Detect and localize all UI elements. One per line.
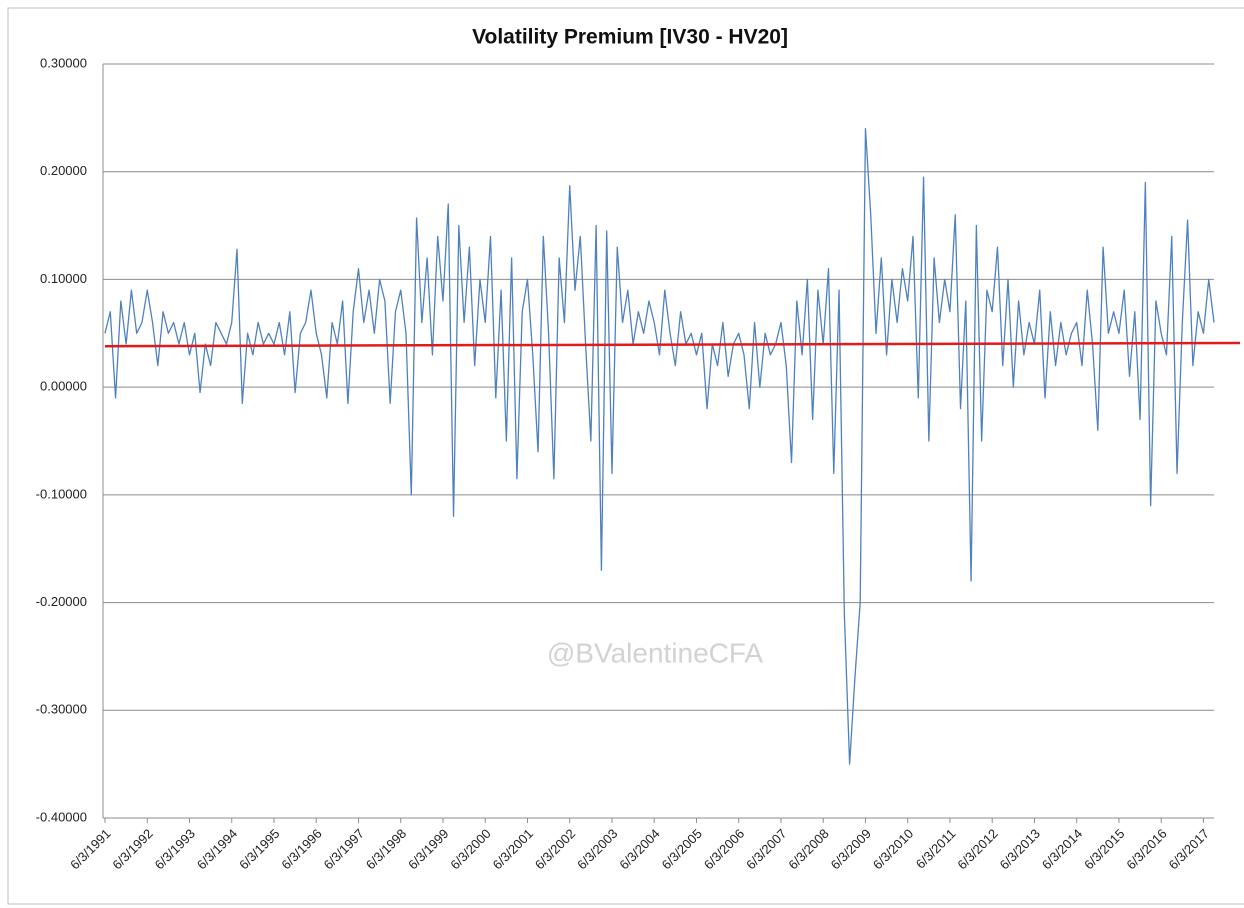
- y-tick-label: 0.00000: [40, 379, 87, 394]
- series-line: [104, 127, 1215, 765]
- y-tick-label: 0.30000: [40, 55, 87, 70]
- watermark: @BValentineCFA: [547, 637, 764, 668]
- y-tick-label: -0.10000: [36, 486, 87, 501]
- y-tick-label: 0.10000: [40, 271, 87, 286]
- chart-frame: [7, 7, 1244, 905]
- trend-line: [104, 341, 1241, 348]
- y-tick-label: 0.20000: [40, 163, 87, 178]
- y-tick-label: -0.30000: [36, 702, 87, 717]
- y-tick-label: -0.20000: [36, 594, 87, 609]
- y-tick-label: -0.40000: [36, 809, 87, 824]
- chart-title: Volatility Premium [IV30 - HV20]: [472, 26, 788, 49]
